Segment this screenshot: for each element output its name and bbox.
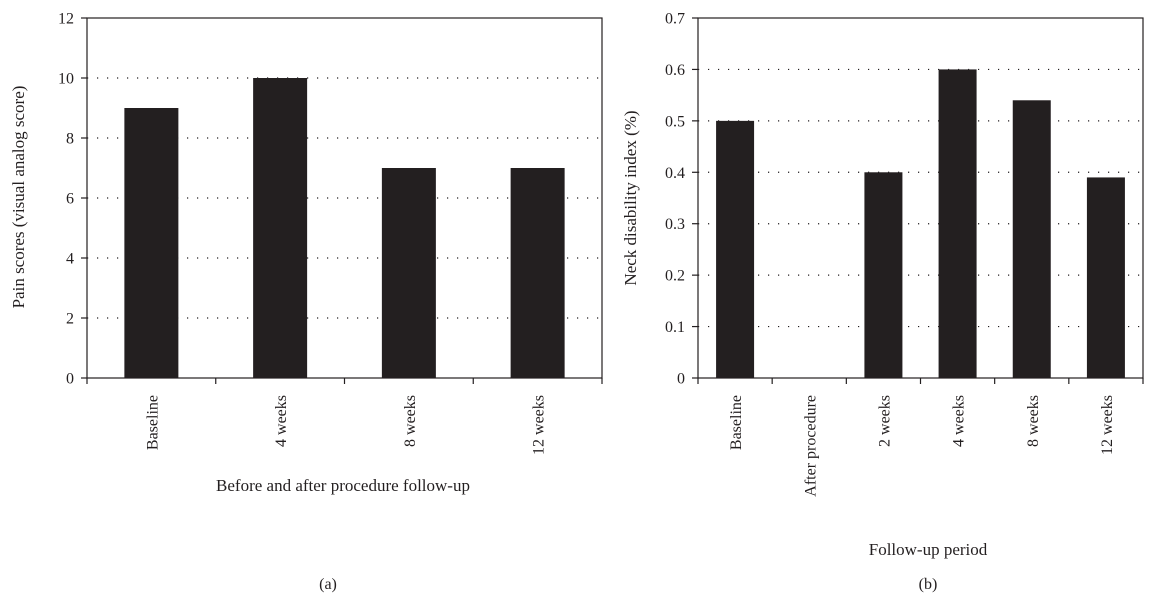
bar-b — [716, 120, 755, 378]
x-axis-title-b: Follow-up period — [869, 540, 988, 559]
bars-b — [716, 69, 1125, 379]
bars-a — [124, 78, 565, 378]
x-tick-label-a: 8 weeks — [402, 395, 419, 447]
y-tick-label-b: 0.1 — [665, 319, 685, 336]
plot-area-border-b — [697, 17, 1144, 379]
y-tick-label-b: 0.6 — [665, 62, 685, 79]
x-tick-label-a: 4 weeks — [273, 395, 290, 447]
bar-b — [1012, 100, 1051, 379]
x-tick-label-b: 2 weeks — [876, 395, 893, 447]
bar-a — [381, 168, 436, 378]
y-axis-title-b: Neck disability index (%) — [621, 110, 640, 285]
bar-b — [1086, 177, 1125, 378]
x-axis-title-a: Before and after procedure follow-up — [216, 476, 470, 495]
y-ticks-a: 0 2 4 6 8 10 12 — [58, 11, 87, 388]
bar-a — [253, 78, 308, 378]
x-tick-label-b: 8 weeks — [1025, 395, 1042, 447]
bar-b — [938, 69, 977, 378]
y-tick-label-b: 0.5 — [665, 113, 685, 130]
y-tick-label-a: 6 — [66, 191, 74, 208]
x-tick-label-b: 4 weeks — [951, 395, 968, 447]
y-axis-title-a: Pain scores (visual analog score) — [9, 86, 28, 309]
x-tick-label-b: 12 weeks — [1099, 395, 1116, 455]
gridlines-b — [698, 68, 1143, 328]
x-ticks-a: Baseline 4 weeks 8 weeks 12 weeks — [86, 378, 603, 455]
y-tick-label-b: 0.3 — [665, 216, 685, 233]
chart-panel-a: 0 2 4 6 8 10 12 Baseline 4 weeks 8 weeks 12 weeks… — [9, 11, 603, 593]
panel-label-a: (a) — [319, 576, 337, 593]
bar-b — [864, 172, 903, 378]
y-tick-label-a: 0 — [66, 371, 74, 388]
y-tick-label-b: 0.4 — [665, 165, 685, 182]
chart-panel-b: 0 0.1 0.2 0.3 0.4 0.5 0.6 0.7 Baseline After pro… — [621, 11, 1144, 593]
y-tick-label-a: 8 — [66, 131, 74, 148]
x-tick-label-a: 12 weeks — [531, 395, 548, 455]
x-tick-label-b: Baseline — [728, 395, 745, 450]
y-tick-label-a: 4 — [66, 251, 74, 268]
y-tick-label-a: 10 — [58, 71, 74, 88]
y-tick-label-b: 0.7 — [665, 11, 685, 28]
plot-frame-b — [697, 17, 1144, 379]
x-ticks-b: Baseline After procedure 2 weeks 4 weeks 8 w… — [697, 378, 1144, 497]
bar-a — [510, 168, 565, 378]
y-ticks-b: 0 0.1 0.2 0.3 0.4 0.5 0.6 0.7 — [665, 11, 698, 388]
y-tick-label-b: 0.2 — [665, 268, 685, 285]
bar-a — [124, 108, 179, 378]
panel-label-b: (b) — [919, 576, 938, 593]
y-tick-label-a: 12 — [58, 11, 74, 28]
x-tick-label-a: Baseline — [144, 395, 161, 450]
x-tick-label-b: After procedure — [802, 395, 819, 497]
y-tick-label-b: 0 — [677, 371, 685, 388]
y-tick-label-a: 2 — [66, 311, 74, 328]
